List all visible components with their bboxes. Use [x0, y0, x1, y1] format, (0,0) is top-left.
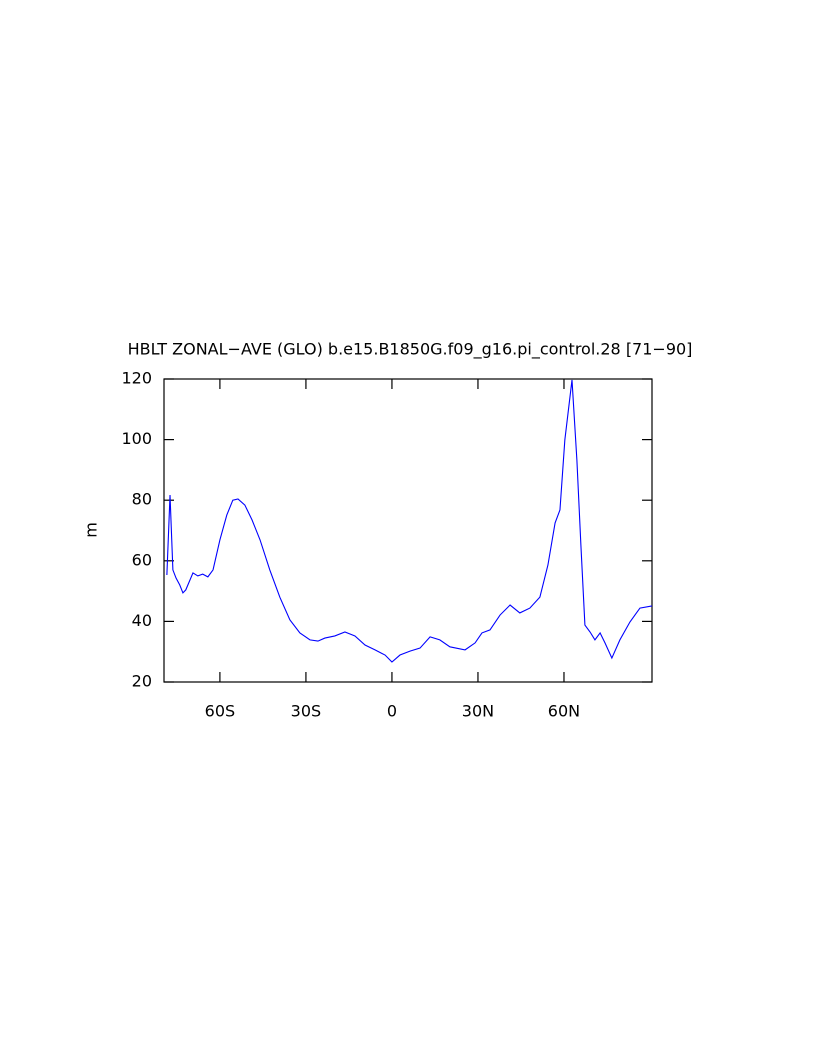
x-tick-label: 30N: [462, 702, 494, 721]
plot-frame: [163, 378, 653, 683]
chart-title: HBLT ZONAL−AVE (GLO) b.e15.B1850G.f09_g1…: [128, 340, 693, 360]
y-tick-label: 40: [132, 611, 152, 630]
x-tick-label: 60N: [548, 702, 580, 721]
y-tick-label: 80: [132, 490, 152, 509]
y-axis-label: m: [82, 522, 101, 538]
y-tick-label: 100: [121, 429, 152, 448]
y-tick-label: 60: [132, 550, 152, 569]
x-tick-label: 60S: [205, 702, 236, 721]
x-tick-label: 0: [387, 702, 397, 721]
line-series: [166, 379, 653, 663]
x-tick-label: 30S: [291, 702, 322, 721]
y-tick-label: 20: [132, 672, 152, 691]
y-tick-label: 120: [121, 369, 152, 388]
